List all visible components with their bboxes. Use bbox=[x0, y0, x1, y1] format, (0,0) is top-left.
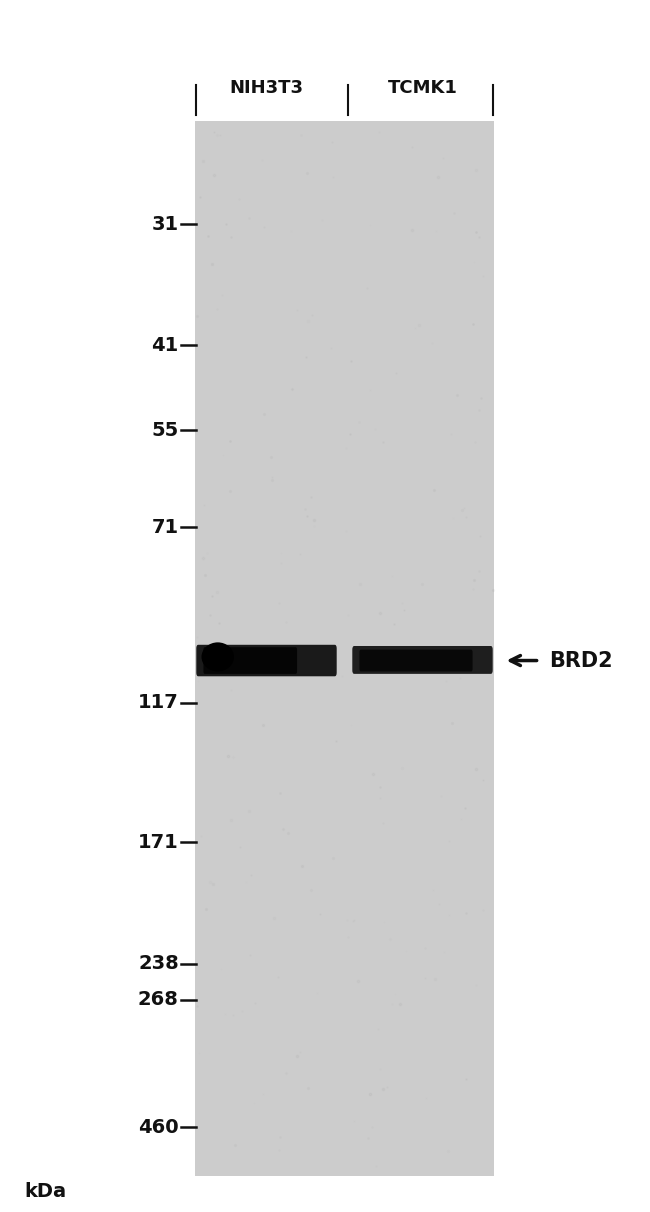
Text: kDa: kDa bbox=[25, 1182, 66, 1201]
FancyBboxPatch shape bbox=[352, 646, 493, 674]
Text: 41: 41 bbox=[151, 336, 179, 355]
FancyBboxPatch shape bbox=[359, 650, 473, 671]
Text: 171: 171 bbox=[138, 833, 179, 852]
Text: 71: 71 bbox=[151, 518, 179, 537]
Ellipse shape bbox=[202, 642, 234, 671]
Text: TCMK1: TCMK1 bbox=[387, 79, 458, 97]
FancyBboxPatch shape bbox=[196, 645, 337, 676]
Text: NIH3T3: NIH3T3 bbox=[229, 79, 304, 97]
Text: 268: 268 bbox=[138, 990, 179, 1010]
Text: 55: 55 bbox=[151, 421, 179, 440]
Text: 238: 238 bbox=[138, 954, 179, 973]
Text: BRD2: BRD2 bbox=[549, 651, 613, 670]
FancyBboxPatch shape bbox=[203, 647, 297, 674]
Text: 460: 460 bbox=[138, 1117, 179, 1137]
Bar bbox=[195, 121, 494, 1176]
Text: 31: 31 bbox=[151, 215, 179, 234]
Text: 117: 117 bbox=[138, 693, 179, 713]
